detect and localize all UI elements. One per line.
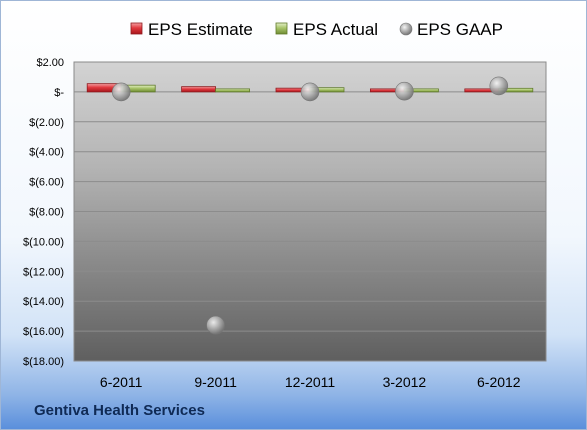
point-eps-gaap <box>395 81 414 101</box>
bars <box>86 83 534 93</box>
legend-label-actual: EPS Actual <box>293 20 378 39</box>
y-tick-label: $(8.00) <box>29 207 64 219</box>
point-eps-gaap <box>111 82 131 102</box>
legend-swatch-estimate <box>130 22 143 35</box>
legend-label-gaap: EPS GAAP <box>417 20 503 39</box>
y-axis-tick-labels: $2.00 $- $(2.00) $(4.00) $(6.00) $(8.00) $(10.… <box>23 57 64 368</box>
point-eps-gaap <box>489 76 509 96</box>
y-tick-label: $(12.00) <box>23 266 64 278</box>
y-tick-label: $(6.00) <box>29 177 64 189</box>
x-axis-tick-labels: 6-2011 9-2011 12-2011 3-2012 6-2012 <box>100 374 521 390</box>
x-tick-label: 12-2011 <box>285 374 336 390</box>
y-tick-label: $(2.00) <box>29 117 64 129</box>
company-name: Gentiva Health Services <box>34 402 205 419</box>
legend-item-eps-gaap: EPS GAAP <box>399 20 503 39</box>
bar-eps-estimate <box>181 86 217 93</box>
y-tick-label: $- <box>54 87 64 99</box>
y-tick-label: $(10.00) <box>23 236 64 248</box>
x-tick-label: 9-2011 <box>194 374 237 390</box>
x-tick-label: 3-2012 <box>383 374 427 390</box>
point-eps-gaap <box>206 315 225 335</box>
y-tick-label: $(14.00) <box>23 296 64 308</box>
point-eps-gaap <box>300 82 320 102</box>
y-tick-label: $(18.00) <box>23 356 64 368</box>
legend: EPS Estimate EPS Actual EPS GAAP <box>130 20 503 39</box>
legend-label-estimate: EPS Estimate <box>148 20 253 39</box>
y-tick-label: $(16.00) <box>23 326 64 338</box>
legend-swatch-gaap <box>399 22 413 36</box>
x-tick-label: 6-2011 <box>100 374 143 390</box>
gaap-points <box>111 76 509 335</box>
y-tick-label: $(4.00) <box>29 147 64 159</box>
y-tick-label: $2.00 <box>36 57 64 69</box>
legend-item-eps-estimate: EPS Estimate <box>130 20 253 39</box>
x-tick-label: 6-2012 <box>477 374 521 390</box>
legend-swatch-actual <box>275 22 288 35</box>
bar-eps-actual <box>215 88 251 93</box>
legend-item-eps-actual: EPS Actual <box>275 20 378 39</box>
